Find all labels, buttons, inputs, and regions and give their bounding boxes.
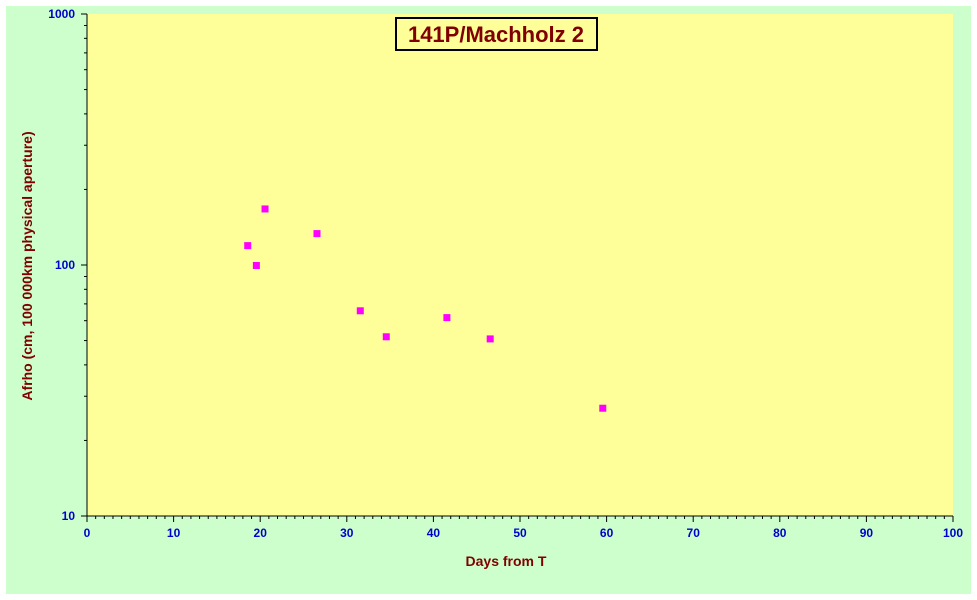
x-tick-label: 80 bbox=[773, 526, 787, 540]
data-point bbox=[313, 230, 321, 238]
data-point bbox=[599, 404, 607, 412]
x-tick-label: 20 bbox=[254, 526, 268, 540]
x-tick-label: 40 bbox=[427, 526, 441, 540]
data-point bbox=[443, 314, 451, 322]
x-tick-label: 50 bbox=[513, 526, 527, 540]
data-point bbox=[244, 242, 252, 250]
chart: 0 10 20 30 40 50 60 70 80 90 100 10 100 1000 Days fr… bbox=[19, 7, 964, 569]
x-tick-labels: 0 10 20 30 40 50 60 70 80 90 100 bbox=[84, 526, 964, 540]
data-point bbox=[486, 335, 494, 343]
y-tick-label: 100 bbox=[55, 258, 75, 272]
data-point bbox=[356, 307, 364, 315]
y-axis-title: Afrho (cm, 100 000km physical aperture) bbox=[19, 131, 35, 400]
chart-title: 141P/Machholz 2 bbox=[408, 22, 584, 47]
data-points bbox=[244, 205, 607, 412]
data-point bbox=[261, 205, 269, 213]
x-axis-title: Days from T bbox=[466, 553, 547, 569]
y-tick-labels: 10 100 1000 bbox=[48, 7, 75, 523]
x-tick-label: 70 bbox=[687, 526, 701, 540]
y-tick-label: 1000 bbox=[48, 7, 75, 21]
chart-title-box: 141P/Machholz 2 bbox=[395, 17, 598, 51]
x-tick-label: 30 bbox=[340, 526, 354, 540]
chart-area: 0 10 20 30 40 50 60 70 80 90 100 10 100 1000 Days fr… bbox=[6, 6, 971, 594]
x-tick-label: 100 bbox=[943, 526, 963, 540]
chart-title-frame bbox=[395, 17, 598, 51]
y-tick-label: 10 bbox=[62, 509, 76, 523]
major-ticks bbox=[81, 13, 954, 522]
data-point bbox=[252, 262, 260, 269]
x-tick-label: 0 bbox=[84, 526, 91, 540]
x-tick-label: 90 bbox=[860, 526, 874, 540]
plot-area bbox=[87, 14, 953, 516]
x-tick-label: 60 bbox=[600, 526, 614, 540]
x-tick-label: 10 bbox=[167, 526, 181, 540]
data-point bbox=[382, 333, 390, 341]
